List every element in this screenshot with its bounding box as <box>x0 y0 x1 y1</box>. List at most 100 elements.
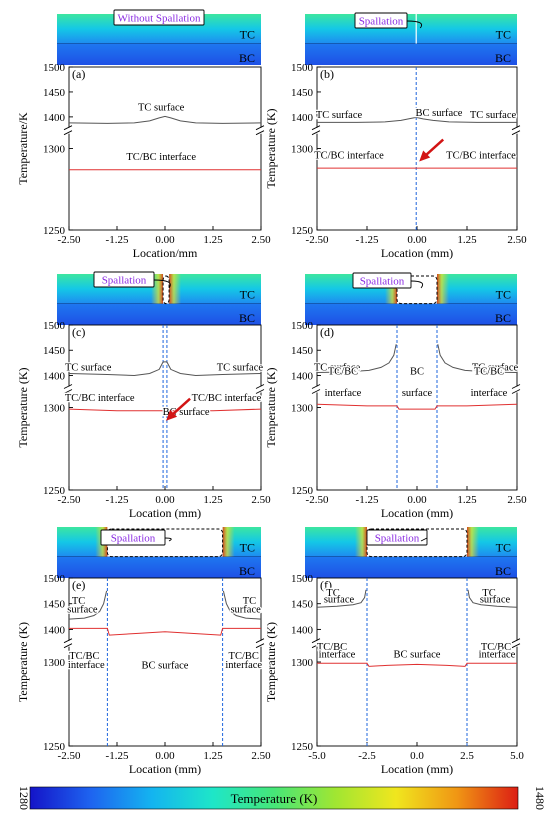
layer-label-bc: BC <box>495 51 511 65</box>
y-tick-label: 1250 <box>291 225 314 237</box>
axis-break-mark <box>311 389 321 394</box>
y-tick-label: 1400 <box>291 624 314 636</box>
coating-inset: TC BC Spallation <box>57 526 261 578</box>
axis-break-mark <box>311 638 321 644</box>
axis-break-mark <box>63 638 73 644</box>
y-axis-label: Temperature (K) <box>264 622 278 702</box>
x-axis-label: Location (mm) <box>381 762 453 776</box>
plot-frame <box>316 324 518 491</box>
y-tick-label: 1450 <box>291 599 314 611</box>
plot-area: 1250 1300 1400 1450 1500 -2.50 -1.25 0.00 1.25 2.… <box>291 62 527 246</box>
axis-break-mark <box>255 125 265 131</box>
plot-frame <box>316 577 518 747</box>
annotation-label: surface <box>324 595 355 606</box>
y-tick-label: 1400 <box>291 112 314 124</box>
y-axis-label: Temperature (K) <box>264 367 278 447</box>
axis-break-mark <box>311 125 321 131</box>
x-tick-label: 2.5 <box>460 750 474 762</box>
x-tick-label: -2.50 <box>58 750 81 762</box>
x-tick-label: 1.25 <box>457 494 477 506</box>
axis-break-gap <box>65 386 73 393</box>
series-line <box>222 590 262 620</box>
panel-letter: (d) <box>320 325 334 339</box>
colorbar-gradient <box>29 786 519 810</box>
series-line <box>317 662 517 667</box>
bc-layer <box>305 43 517 65</box>
coating-inset: TC BC Without Spallation <box>57 9 261 65</box>
axis-break-mark <box>63 643 73 649</box>
axis-break-mark <box>511 130 521 136</box>
coating-inset: TC BC Spallation <box>57 271 261 325</box>
y-tick-label: 1500 <box>43 62 66 74</box>
x-tick-label: -1.25 <box>356 494 379 506</box>
axis-break-mark <box>311 643 321 649</box>
x-tick-label: 0.00 <box>407 494 427 506</box>
panel-letter: (b) <box>320 67 334 81</box>
y-tick-label: 1400 <box>43 112 66 124</box>
layer-label-bc: BC <box>495 564 511 578</box>
y-tick-label: 1450 <box>291 87 314 99</box>
x-tick-label: 2.50 <box>507 494 527 506</box>
axis-break-gap <box>313 640 321 647</box>
spallation-label: Spallation <box>360 276 405 288</box>
spallation-leader <box>410 280 424 289</box>
y-tick-label: 1300 <box>291 144 314 156</box>
spallation-outline <box>162 275 170 305</box>
chart-panel-5: TC BC Spallation 1250 1300 1400 1450 1500 -2.50 -… <box>16 526 271 776</box>
annotation-label: surface <box>480 595 511 606</box>
hot-edge-left <box>355 527 367 557</box>
annotation-label: TC surface <box>65 362 112 373</box>
annotation-label: TC <box>72 596 85 607</box>
x-axis-label: Location/mm <box>133 246 198 260</box>
axis-break-gap <box>257 127 265 134</box>
y-tick-label: 1500 <box>43 320 66 332</box>
annotation-label: TC/BC <box>481 642 511 653</box>
x-tick-label: -2.5 <box>358 750 376 762</box>
plot-area: 1250 1300 1400 1450 1500 -2.50 -1.25 0.00 1.25 2.… <box>43 573 271 762</box>
y-tick-label: 1500 <box>291 62 314 74</box>
x-tick-label: -5.0 <box>308 750 326 762</box>
annotation-label: BC surface <box>416 108 463 119</box>
annotation-label: TC surface <box>316 110 363 121</box>
y-tick-label: 1500 <box>291 320 314 332</box>
y-tick-label: 1300 <box>43 403 66 415</box>
spallation-label: Without Spallation <box>118 13 201 25</box>
annotation-label: TC surface <box>314 362 361 373</box>
annotation-label: TC <box>243 596 256 607</box>
plot-area: 1250 1300 1400 1450 1500 -2.50 -1.25 0.00 1.25 2.… <box>291 320 527 506</box>
y-tick-label: 1450 <box>291 345 314 357</box>
axis-break-gap <box>65 127 73 134</box>
plot-frame <box>316 66 518 231</box>
spallation-leader <box>164 537 172 542</box>
coating-inset: TC BC Spallation <box>305 272 517 325</box>
annotation-label: TC/BC interface <box>446 150 516 161</box>
x-axis-label: Location (mm) <box>381 246 453 260</box>
annotation-label: BC surface <box>142 660 189 671</box>
spallation-leader <box>153 279 171 289</box>
axis-break-gap <box>313 127 321 134</box>
plot-frame <box>68 324 262 491</box>
series-line <box>68 408 262 414</box>
axis-break-gap <box>257 640 265 647</box>
y-tick-label: 1300 <box>43 657 66 669</box>
y-tick-label: 1250 <box>43 485 66 497</box>
layer-label-tc: TC <box>240 288 255 302</box>
annotation-label: TC surface <box>138 102 185 113</box>
spallation-leader <box>420 537 428 542</box>
annotation-label: TC surface <box>470 110 517 121</box>
annotation-label: interface <box>479 650 516 661</box>
bc-layer <box>57 43 261 65</box>
plot-frame <box>68 66 262 231</box>
annotation-label: interface <box>471 388 508 399</box>
x-axis-label: Location (mm) <box>129 506 201 520</box>
axis-break-mark <box>311 384 321 389</box>
layer-label-tc: TC <box>240 541 255 555</box>
bc-surface-arrowhead <box>419 150 431 162</box>
spallation-label: Spallation <box>111 533 156 545</box>
annotation-label: TC <box>482 588 495 599</box>
layer-label-bc: BC <box>239 311 255 325</box>
annotation-label: surface <box>230 604 261 615</box>
annotation-label: TC/BC <box>229 651 259 662</box>
y-tick-label: 1400 <box>43 370 66 382</box>
